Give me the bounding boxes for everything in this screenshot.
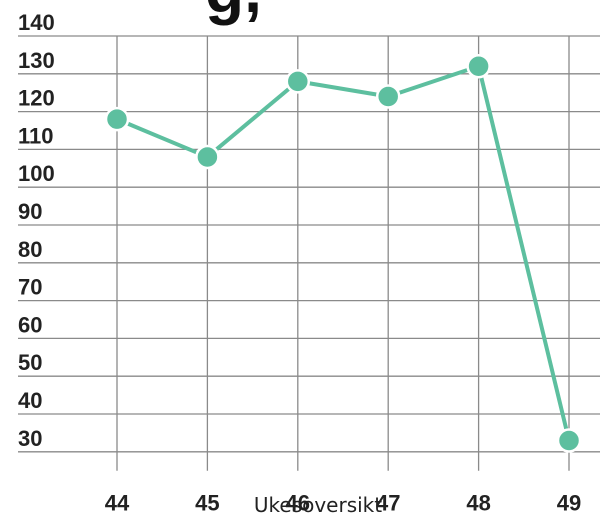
y-tick-label: 110 — [18, 123, 54, 148]
data-point — [195, 144, 220, 170]
x-tick-label: 48 — [466, 491, 490, 516]
y-tick-label: 70 — [18, 275, 42, 300]
y-tick-label: 130 — [18, 48, 55, 73]
chart-title-fragment: g, — [205, 0, 262, 26]
x-tick-label: 46 — [286, 491, 310, 516]
series-group — [104, 53, 582, 453]
chart-grid — [18, 35, 600, 471]
y-tick-label: 90 — [18, 199, 42, 224]
y-tick-label: 60 — [18, 312, 42, 337]
y-axis-ticks: 140 130 120 110 100 90 80 70 60 50 40 30 — [18, 10, 55, 451]
x-tick-label: 45 — [195, 491, 219, 516]
data-point — [466, 53, 491, 79]
x-axis-ticks: 44 45 46 47 48 49 — [105, 491, 581, 516]
y-tick-label: 100 — [18, 161, 55, 186]
y-tick-label: 50 — [18, 350, 42, 375]
x-tick-label: 49 — [557, 491, 581, 516]
y-tick-label: 120 — [18, 86, 55, 111]
y-tick-label: 140 — [18, 10, 55, 35]
x-tick-label: 47 — [376, 491, 400, 516]
x-tick-label: 44 — [105, 491, 130, 516]
data-point — [285, 69, 311, 94]
x-axis-label: Ukesoversikt — [254, 493, 382, 517]
y-tick-label: 40 — [18, 388, 42, 413]
data-point — [104, 106, 130, 132]
y-tick-label: 30 — [18, 426, 42, 451]
data-point — [375, 84, 401, 109]
y-tick-label: 80 — [18, 237, 42, 262]
data-point — [556, 428, 582, 453]
series-line — [115, 64, 571, 443]
